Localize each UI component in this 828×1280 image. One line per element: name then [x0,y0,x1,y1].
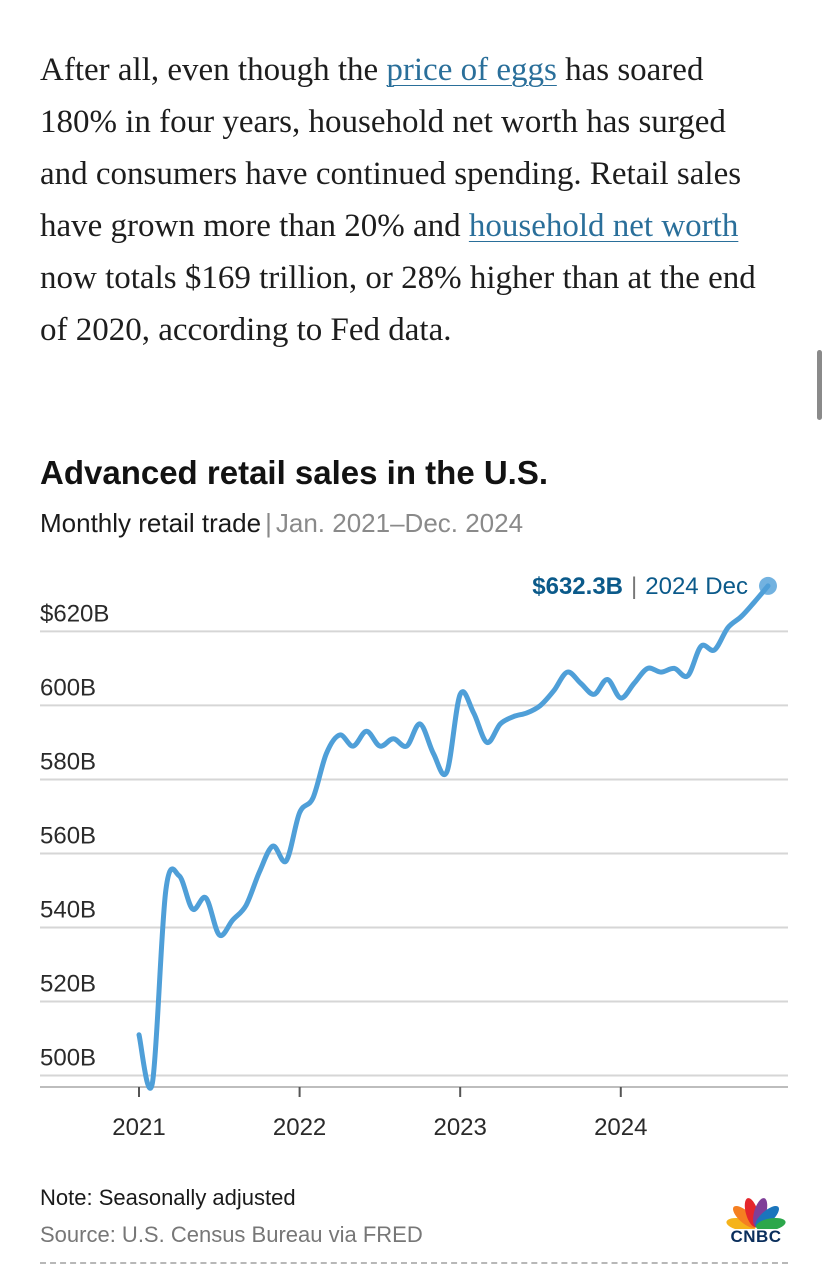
chart-source: Source: U.S. Census Bureau via FRED [40,1222,423,1247]
article-text-3: now totals $169 trillion, or 28% higher … [40,260,756,348]
retail-sales-chart: $620B 600B 580B 560B 540B 520B 500B 2021 2022 202… [40,573,788,1141]
last-value-annotation: $632.3B | 2024 Dec [532,573,748,600]
y-tick-label: 560B [40,822,96,849]
y-tick-label: 540B [40,896,96,923]
annotation-separator: | [631,573,637,600]
price-of-eggs-link[interactable]: price of eggs [386,52,557,88]
peacock-icon [726,1198,786,1231]
chart-subtitle-main: Monthly retail trade [40,508,262,538]
x-tick-label: 2022 [273,1114,326,1141]
cnbc-logo: CNBC [722,1195,790,1247]
chart-note: Note: Seasonally adjusted [40,1185,296,1210]
scrollbar-thumb[interactable] [817,350,822,420]
peacock-feather [755,1217,786,1231]
article-text-2: has soared 180% in four years, household… [40,52,742,244]
cnbc-logo-text: CNBC [730,1227,782,1246]
chart-subtitle-range: Jan. 2021–Dec. 2024 [275,508,524,538]
y-tick-label: 600B [40,674,96,701]
article-text-1: After all, even though the [40,52,387,88]
chart-subtitle: Monthly retail trade | Jan. 2021–Dec. 2024 [40,508,523,539]
y-tick-label: 580B [40,748,96,775]
chart-title: Advanced retail sales in the U.S. [40,454,549,491]
annotation-period: 2024 Dec [645,573,748,600]
article-paragraph: After all, even though the price of eggs… [40,44,780,356]
x-tick-label: 2023 [433,1114,486,1141]
x-tick-label: 2021 [112,1114,165,1141]
x-tick-label: 2024 [594,1114,647,1141]
y-tick-label: 520B [40,970,96,997]
series-line [136,583,771,1091]
y-tick-label: 500B [40,1044,96,1071]
chart-subtitle-separator: | [265,508,272,538]
annotation-value: $632.3B [532,573,623,600]
dashed-divider [40,1262,788,1264]
household-net-worth-link[interactable]: household net worth [468,208,739,244]
last-point-marker [759,576,777,595]
y-tick-label: $620B [40,600,109,627]
